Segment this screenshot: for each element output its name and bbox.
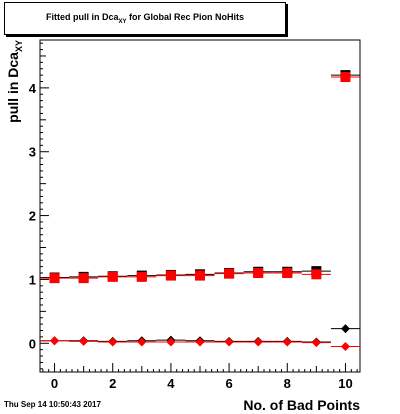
title-box: Fitted pull in DcaXY for Global Rec Pion… xyxy=(4,2,286,35)
chart-title: Fitted pull in DcaXY for Global Rec Pion… xyxy=(45,12,245,25)
x-tick-label: 0 xyxy=(51,376,58,391)
data-point-square xyxy=(49,273,60,284)
y-axis-label: pull in DcaXY xyxy=(5,40,24,123)
data-marks xyxy=(40,70,360,351)
y-tick-label: 3 xyxy=(29,145,36,160)
y-tick-label: 2 xyxy=(29,209,36,224)
data-point-square xyxy=(107,271,118,282)
data-point-square xyxy=(165,270,176,281)
axes: 0 2 4 6 8 10 0 1 2 3 4 No. of Bad Points pull in Dca… xyxy=(5,39,361,413)
data-point-diamond xyxy=(50,336,60,346)
data-point-square xyxy=(282,268,293,279)
data-point-diamond xyxy=(282,337,292,347)
x-tick-label: 8 xyxy=(284,376,291,391)
y-tick-label: 4 xyxy=(29,81,37,96)
data-point-diamond xyxy=(340,341,350,351)
data-point-diamond xyxy=(195,337,205,347)
data-point-square xyxy=(136,271,147,282)
data-point-square xyxy=(311,269,322,280)
x-axis-label: No. of Bad Points xyxy=(243,397,360,413)
data-point-square xyxy=(253,268,264,279)
data-point-diamond xyxy=(340,324,350,334)
data-point-diamond xyxy=(137,337,147,347)
data-point-square xyxy=(78,273,89,284)
data-point-square xyxy=(340,72,351,83)
data-point-square xyxy=(195,270,205,281)
x-tick-label: 2 xyxy=(109,376,116,391)
data-point-diamond xyxy=(166,337,176,347)
data-point-diamond xyxy=(79,336,89,346)
data-point-diamond xyxy=(253,337,263,347)
x-tick-label: 10 xyxy=(338,376,352,391)
data-point-diamond xyxy=(311,338,321,348)
y-tick-label: 1 xyxy=(29,272,36,287)
plot-frame xyxy=(39,39,361,373)
data-point-diamond xyxy=(108,337,118,347)
y-tick-label: 0 xyxy=(29,336,36,351)
x-tick-label: 4 xyxy=(167,376,175,391)
x-tick-label: 6 xyxy=(225,376,232,391)
footer-timestamp: Thu Sep 14 10:50:43 2017 xyxy=(4,400,101,409)
data-point-diamond xyxy=(224,337,234,347)
data-point-square xyxy=(224,268,235,279)
